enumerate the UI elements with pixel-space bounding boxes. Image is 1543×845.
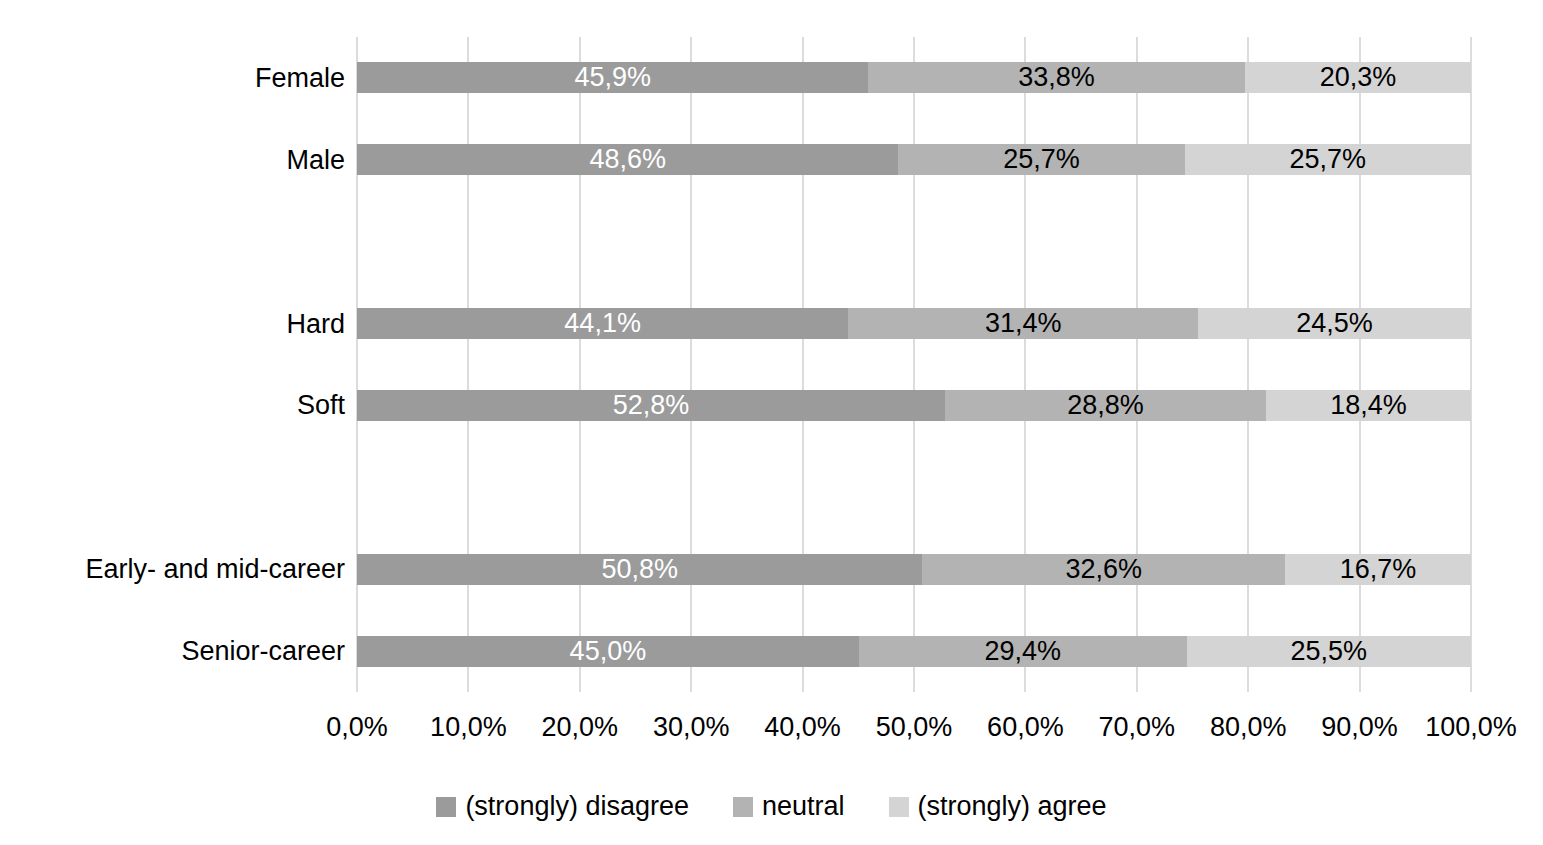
bar-segment: 20,3% — [1245, 62, 1471, 93]
bar-value-label: 31,4% — [985, 308, 1062, 339]
bar-value-label: 28,8% — [1067, 390, 1144, 421]
bar-value-label: 24,5% — [1296, 308, 1373, 339]
bar-value-label: 32,6% — [1065, 554, 1142, 585]
bar-value-label: 33,8% — [1018, 62, 1095, 93]
bar-segment: 16,7% — [1285, 554, 1471, 585]
x-axis-tick-label: 20,0% — [542, 712, 619, 743]
legend-swatch-icon — [733, 797, 753, 817]
bar-value-label: 25,5% — [1291, 636, 1368, 667]
x-axis-tick-label: 50,0% — [876, 712, 953, 743]
bar-value-label: 45,0% — [570, 636, 647, 667]
x-axis-tick-label: 40,0% — [764, 712, 841, 743]
bar-segment: 25,7% — [898, 144, 1184, 175]
gridline — [802, 37, 804, 692]
gridline — [1470, 37, 1472, 692]
bar-segment: 25,5% — [1187, 636, 1471, 667]
bar-value-label: 25,7% — [1003, 144, 1080, 175]
gridline — [1024, 37, 1026, 692]
category-label: Female — [0, 59, 345, 97]
gridline — [1359, 37, 1361, 692]
bar-value-label: 52,8% — [613, 390, 690, 421]
bar-segment: 45,9% — [357, 62, 868, 93]
legend-swatch-icon — [889, 797, 909, 817]
bar-segment: 24,5% — [1198, 308, 1471, 339]
bar-value-label: 45,9% — [574, 62, 651, 93]
legend-item: (strongly) agree — [889, 791, 1107, 822]
bar-value-label: 16,7% — [1340, 554, 1417, 585]
bar-segment: 45,0% — [357, 636, 859, 667]
bar-segment: 32,6% — [922, 554, 1285, 585]
bar-value-label: 25,7% — [1290, 144, 1367, 175]
bar-segment: 28,8% — [945, 390, 1266, 421]
bar-segment: 50,8% — [357, 554, 922, 585]
bar-segment: 31,4% — [848, 308, 1198, 339]
gridline — [913, 37, 915, 692]
legend-label: (strongly) disagree — [465, 791, 689, 822]
x-axis-tick-label: 90,0% — [1321, 712, 1398, 743]
bar-segment: 18,4% — [1266, 390, 1471, 421]
x-axis-tick-label: 100,0% — [1425, 712, 1517, 743]
x-axis-tick-label: 30,0% — [653, 712, 730, 743]
bar-segment: 25,7% — [1185, 144, 1471, 175]
legend-item: neutral — [733, 791, 845, 822]
bar-segment: 44,1% — [357, 308, 848, 339]
bar-value-label: 44,1% — [564, 308, 641, 339]
bar-value-label: 50,8% — [601, 554, 678, 585]
bar-value-label: 20,3% — [1320, 62, 1397, 93]
bar-segment: 48,6% — [357, 144, 898, 175]
x-axis-tick-label: 70,0% — [1099, 712, 1176, 743]
gridline — [467, 37, 469, 692]
bar-segment: 33,8% — [868, 62, 1245, 93]
legend-swatch-icon — [436, 797, 456, 817]
category-label: Senior-career — [0, 632, 345, 670]
category-label: Hard — [0, 305, 345, 343]
bar-value-label: 18,4% — [1330, 390, 1407, 421]
category-label: Soft — [0, 386, 345, 424]
gridline — [1136, 37, 1138, 692]
stacked-bar-chart: Female Male Hard Soft Early- and mid-career S… — [0, 0, 1543, 845]
category-label: Early- and mid-career — [0, 550, 345, 588]
x-axis-tick-label: 0,0% — [326, 712, 388, 743]
bar-value-label: 48,6% — [589, 144, 666, 175]
bar-value-label: 29,4% — [984, 636, 1061, 667]
x-axis-tick-label: 10,0% — [430, 712, 507, 743]
category-label: Male — [0, 141, 345, 179]
bar-segment: 29,4% — [859, 636, 1187, 667]
gridline — [579, 37, 581, 692]
gridline — [356, 37, 358, 692]
legend: (strongly) disagree neutral (strongly) agr… — [0, 791, 1543, 822]
legend-item: (strongly) disagree — [436, 791, 689, 822]
bar-segment: 52,8% — [357, 390, 945, 421]
x-axis-tick-label: 80,0% — [1210, 712, 1287, 743]
gridline — [690, 37, 692, 692]
legend-label: neutral — [762, 791, 845, 822]
gridline — [1247, 37, 1249, 692]
x-axis-tick-label: 60,0% — [987, 712, 1064, 743]
legend-label: (strongly) agree — [918, 791, 1107, 822]
